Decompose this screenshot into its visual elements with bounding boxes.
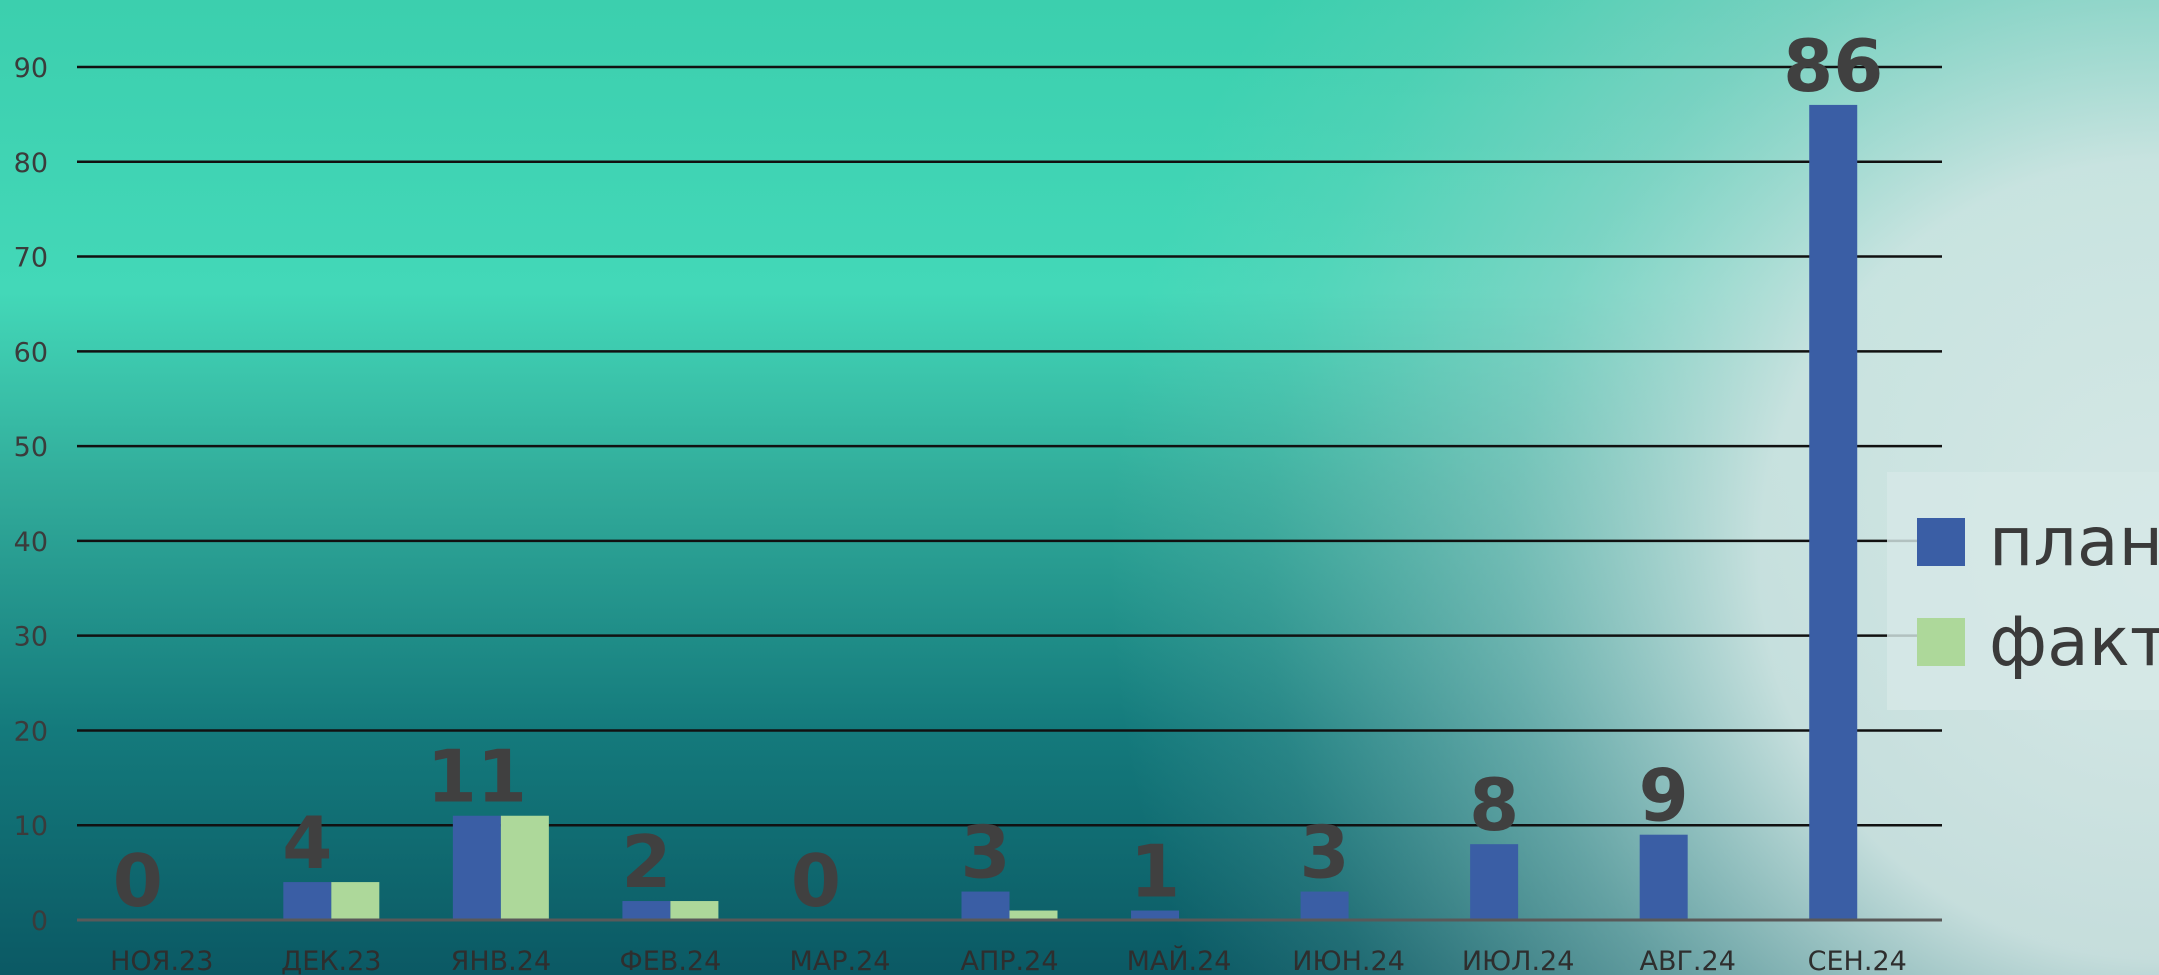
data-label-4: 0	[791, 839, 841, 923]
gridlines	[77, 67, 1942, 825]
data-label-6: 1	[1130, 830, 1180, 914]
y-tick-20: 20	[14, 716, 48, 747]
data-label-7: 3	[1300, 811, 1350, 895]
y-tick-40: 40	[14, 527, 48, 558]
legend-label-fact: факт	[1989, 603, 2159, 682]
x-tick-label-3: ФЕВ.24	[620, 946, 722, 975]
legend-swatch-plan	[1917, 518, 1965, 566]
data-label-2: 11	[427, 735, 527, 819]
x-tick-label-0: НОЯ.23	[110, 946, 213, 975]
y-tick-0: 0	[31, 906, 48, 937]
y-axis-ticks: 0 10 20 30 40 50 60 70 80 90	[14, 53, 48, 937]
y-tick-70: 70	[14, 243, 48, 274]
legend-item-plan: план	[1917, 492, 2159, 592]
y-tick-10: 10	[14, 811, 48, 842]
y-tick-60: 60	[14, 337, 48, 368]
data-label-5: 3	[960, 811, 1010, 895]
y-tick-90: 90	[14, 53, 48, 84]
x-tick-label-1: ДЕК.23	[281, 946, 381, 975]
data-label-9: 9	[1639, 754, 1689, 838]
x-tick-label-6: МАЙ.24	[1127, 945, 1232, 975]
bar-plan-9	[1640, 835, 1688, 920]
bar-fact-3	[670, 901, 718, 920]
data-label-10: 86	[1783, 24, 1883, 108]
bar-fact-2	[501, 816, 549, 920]
bar-plan-5	[962, 892, 1010, 920]
y-tick-80: 80	[14, 148, 48, 179]
bar-plan-10	[1809, 105, 1857, 920]
data-label-3: 2	[621, 820, 671, 904]
legend-swatch-fact	[1917, 618, 1965, 666]
legend-item-fact: факт	[1917, 592, 2159, 692]
bar-plan-8	[1470, 844, 1518, 920]
x-tick-label-8: ИЮЛ.24	[1462, 946, 1575, 975]
x-tick-label-10: СЕН.24	[1808, 946, 1907, 975]
data-label-0: 0	[113, 839, 163, 923]
bar-plan-7	[1301, 892, 1349, 920]
x-tick-label-7: ИЮН.24	[1292, 946, 1405, 975]
data-label-8: 8	[1469, 763, 1519, 847]
x-tick-label-2: ЯНВ.24	[451, 946, 552, 975]
x-tick-label-4: МАР.24	[789, 946, 890, 975]
bar-fact-1	[331, 882, 379, 920]
data-labels: 0 4 11 2 0 3 1 3 8 9 86	[113, 24, 1884, 923]
x-axis-ticks: НОЯ.23 ДЕК.23 ЯНВ.24 ФЕВ.24 МАР.24 АПР.24 МАЙ.…	[110, 945, 1907, 975]
legend: план факт	[1887, 472, 2159, 710]
y-tick-30: 30	[14, 622, 48, 653]
bar-plan-2	[453, 816, 501, 920]
x-tick-label-9: АВГ.24	[1639, 946, 1735, 975]
y-tick-50: 50	[14, 432, 48, 463]
data-label-1: 4	[282, 801, 332, 885]
legend-label-plan: план	[1989, 503, 2159, 582]
x-tick-label-5: АПР.24	[961, 946, 1059, 975]
bar-plan-1	[283, 882, 331, 920]
